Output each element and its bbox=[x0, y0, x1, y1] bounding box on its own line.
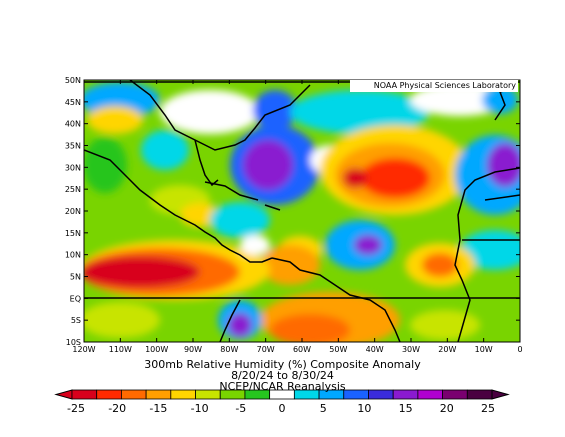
data-source: NCEP/NCAR Reanalysis bbox=[219, 380, 346, 393]
colorbar-label: 5 bbox=[319, 402, 327, 415]
colorbar-label: 20 bbox=[439, 402, 454, 415]
lat-label: 25N bbox=[65, 185, 81, 194]
lon-label: 40W bbox=[366, 345, 384, 354]
lon-label: 20W bbox=[438, 345, 456, 354]
lon-label: 90W bbox=[184, 345, 202, 354]
credit-label: NOAA Physical Sciences Laboratory bbox=[350, 80, 518, 92]
lat-label: 45N bbox=[65, 98, 81, 107]
lon-label: 110W bbox=[109, 345, 132, 354]
lon-label: 30W bbox=[402, 345, 420, 354]
lon-label: 60W bbox=[293, 345, 311, 354]
lat-label: 50N bbox=[65, 76, 81, 85]
lon-label: 70W bbox=[257, 345, 275, 354]
lat-label: 30N bbox=[65, 163, 81, 172]
lat-label: 15N bbox=[65, 229, 81, 238]
lon-label: 80W bbox=[220, 345, 238, 354]
lon-label: 10W bbox=[475, 345, 493, 354]
lat-label: 40N bbox=[65, 120, 81, 129]
longitude-labels: 120W 110W 100W 90W 80W 70W 60W 50W 40W 30W 20W 10W 0 bbox=[72, 345, 522, 354]
colorbar-label: 0 bbox=[278, 402, 286, 415]
lat-label: 35N bbox=[65, 142, 81, 151]
colorbar-arrow-high bbox=[491, 389, 510, 400]
colorbar-label: -5 bbox=[235, 402, 247, 415]
lat-label: 10S bbox=[66, 338, 81, 347]
colorbar-label: -20 bbox=[108, 402, 127, 415]
map-title: 300mb Relative Humidity (%) Composite An… bbox=[144, 358, 421, 371]
colorbar-label: -10 bbox=[190, 402, 209, 415]
date-range: 8/20/24 to 8/30/24 bbox=[231, 369, 334, 382]
colorbar-label: 25 bbox=[481, 402, 495, 415]
lat-label: 5S bbox=[71, 316, 81, 325]
colorbar bbox=[54, 389, 510, 400]
colorbar-label: -25 bbox=[67, 402, 85, 415]
lat-label: 5N bbox=[70, 273, 81, 282]
lon-label: 100W bbox=[145, 345, 168, 354]
anomaly-field bbox=[84, 80, 520, 342]
coastlines bbox=[84, 80, 520, 342]
lat-label: EQ bbox=[70, 294, 81, 303]
colorbar-label: -15 bbox=[149, 402, 168, 415]
colorbar-label: 15 bbox=[398, 402, 413, 415]
lon-label: 50W bbox=[329, 345, 347, 354]
lon-label: 0 bbox=[517, 345, 522, 354]
latitude-labels: 50N 45N 40N 35N 30N 25N 20N 15N 10N 5N EQ 5S 10S bbox=[65, 76, 81, 347]
lat-label: 20N bbox=[65, 207, 81, 216]
lat-label: 10N bbox=[65, 251, 81, 260]
lon-label: 120W bbox=[72, 345, 95, 354]
colorbar-label: 10 bbox=[357, 402, 372, 415]
